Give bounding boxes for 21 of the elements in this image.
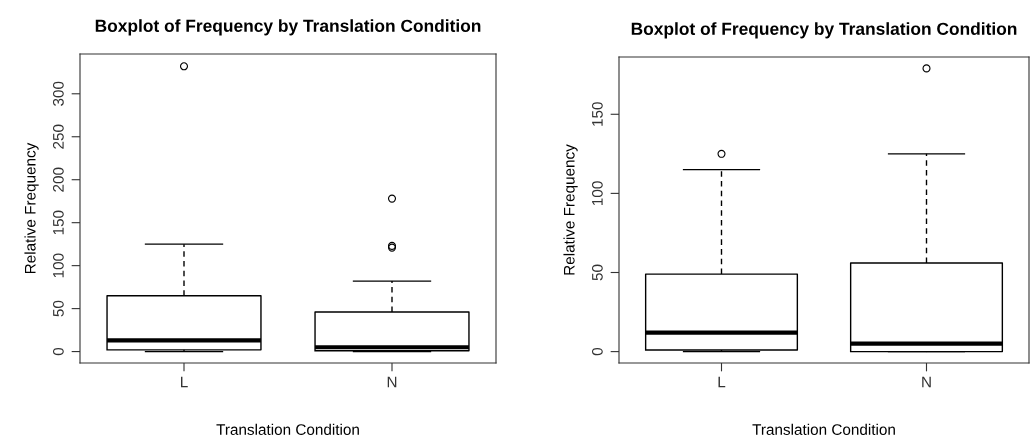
y-tick-label: 50 xyxy=(591,264,603,281)
y-tick-label: 0 xyxy=(52,347,64,356)
y-tick-label: 150 xyxy=(52,210,64,235)
y-tick-label: 100 xyxy=(52,253,64,278)
chart-title: Boxplot of Frequency by Translation Condition xyxy=(95,19,481,36)
y-tick-label: 200 xyxy=(52,167,64,192)
y-tick-label: 0 xyxy=(591,347,603,356)
y-tick-label: 300 xyxy=(52,81,64,106)
x-tick-label: L xyxy=(181,376,188,388)
y-tick-label: 250 xyxy=(52,124,64,149)
y-tick-label: 50 xyxy=(52,300,64,317)
x-tick-label: N xyxy=(922,376,931,388)
y-axis-title: Relative Frequency xyxy=(563,144,578,275)
y-axis-title: Relative Frequency xyxy=(24,142,39,274)
x-tick-label: L xyxy=(718,376,726,388)
x-axis-title: Translation Condition xyxy=(216,423,359,435)
y-tick-label: 150 xyxy=(591,102,603,126)
y-tick-label: 100 xyxy=(591,181,603,205)
chart-title: Boxplot of Frequency by Translation Condition xyxy=(631,22,1017,39)
x-tick-label: N xyxy=(387,376,397,388)
x-axis-title: Translation Condition xyxy=(752,423,895,435)
